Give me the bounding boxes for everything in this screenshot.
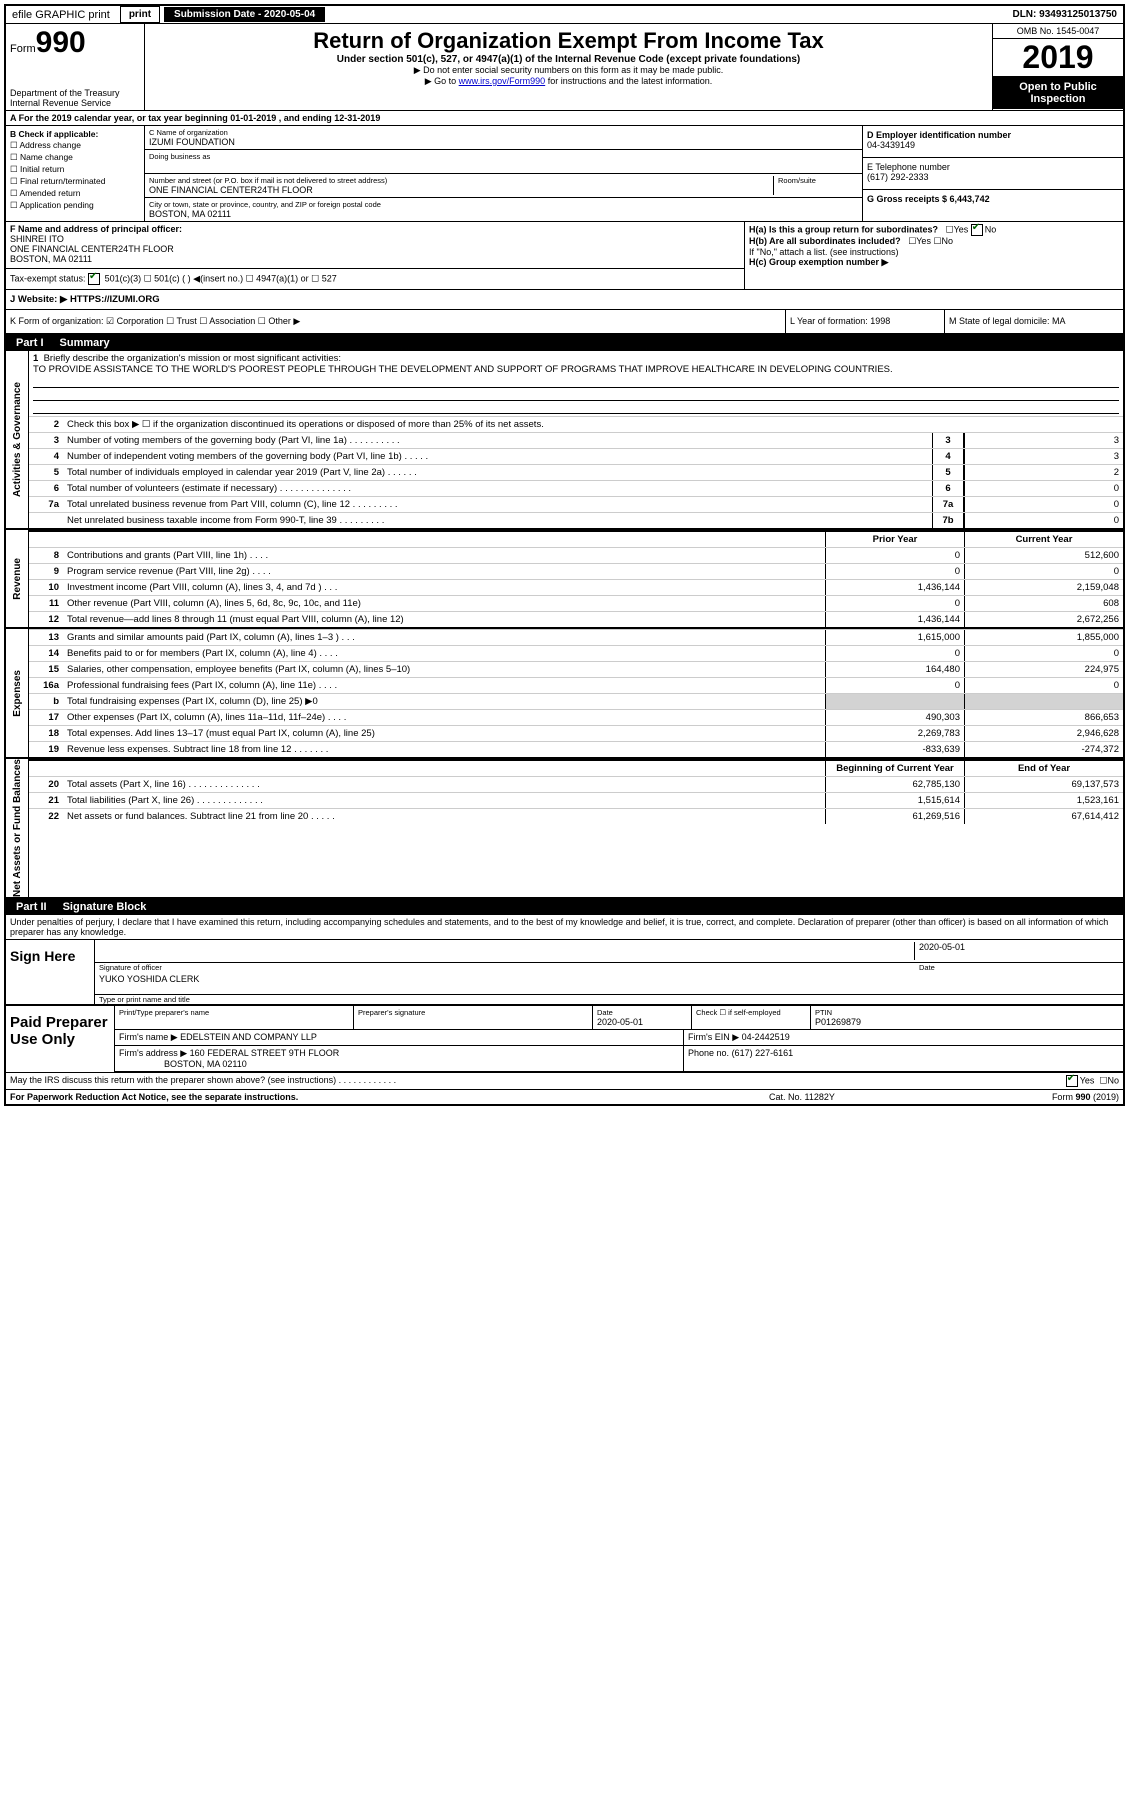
current-year-header: Current Year	[964, 532, 1123, 547]
table-row: 15Salaries, other compensation, employee…	[29, 661, 1123, 677]
org-city: BOSTON, MA 02111	[149, 209, 858, 219]
paid-preparer-label: Paid Preparer Use Only	[6, 1006, 115, 1072]
gross-receipts: G Gross receipts $ 6,443,742	[867, 194, 1119, 204]
table-row: 7aTotal unrelated business revenue from …	[29, 496, 1123, 512]
table-row: bTotal fundraising expenses (Part IX, co…	[29, 693, 1123, 709]
gov-tab: Activities & Governance	[12, 382, 23, 497]
firm-phone: (617) 227-6161	[732, 1048, 794, 1058]
officer-group-block: F Name and address of principal officer:…	[6, 222, 1123, 290]
table-row: 22Net assets or fund balances. Subtract …	[29, 808, 1123, 824]
form-number: Form990	[10, 26, 140, 60]
table-row: 3Number of voting members of the governi…	[29, 432, 1123, 448]
table-row: 21Total liabilities (Part X, line 26) . …	[29, 792, 1123, 808]
table-row: 11Other revenue (Part VIII, column (A), …	[29, 595, 1123, 611]
col-c-org-info: C Name of organization IZUMI FOUNDATION …	[145, 126, 862, 221]
ha-no-checkbox[interactable]	[971, 224, 983, 236]
net-tab: Net Assets or Fund Balances	[12, 759, 23, 897]
officer-name-title: YUKO YOSHIDA CLERK	[99, 974, 1119, 992]
table-row: 5Total number of individuals employed in…	[29, 464, 1123, 480]
dln-label: DLN: 93493125013750	[1012, 9, 1123, 20]
paid-preparer-block: Paid Preparer Use Only Print/Type prepar…	[6, 1004, 1123, 1072]
row-klm: K Form of organization: ☑ Corporation ☐ …	[6, 310, 1123, 335]
org-name: IZUMI FOUNDATION	[149, 137, 858, 147]
declaration-text: Under penalties of perjury, I declare th…	[6, 915, 1123, 939]
form-of-org: K Form of organization: ☑ Corporation ☐ …	[6, 310, 785, 333]
irs-link[interactable]: www.irs.gov/Form990	[459, 76, 546, 86]
firm-ein: 04-2442519	[742, 1032, 790, 1042]
officer-name: SHINREI ITO	[10, 234, 740, 244]
part-2-header: Part II Signature Block	[6, 899, 1123, 915]
ein-value: 04-3439149	[867, 140, 1119, 150]
table-row: Net unrelated business taxable income fr…	[29, 512, 1123, 528]
omb-number: OMB No. 1545-0047	[993, 24, 1123, 39]
telephone: (617) 292-2333	[867, 172, 1119, 182]
org-address: ONE FINANCIAL CENTER24TH FLOOR	[149, 185, 773, 195]
beginning-year-header: Beginning of Current Year	[825, 761, 964, 776]
table-row: 17Other expenses (Part IX, column (A), l…	[29, 709, 1123, 725]
net-assets-section: Net Assets or Fund Balances Beginning of…	[6, 759, 1123, 899]
open-public-badge: Open to Public Inspection	[993, 77, 1123, 109]
table-row: 16aProfessional fundraising fees (Part I…	[29, 677, 1123, 693]
table-row: 18Total expenses. Add lines 13–17 (must …	[29, 725, 1123, 741]
table-row: 9Program service revenue (Part VIII, lin…	[29, 563, 1123, 579]
state-domicile: M State of legal domicile: MA	[944, 310, 1123, 333]
col-d-ein: D Employer identification number 04-3439…	[862, 126, 1123, 221]
sig-date: 2020-05-01	[914, 942, 1119, 960]
submission-date: Submission Date - 2020-05-04	[164, 7, 325, 22]
rev-tab: Revenue	[12, 558, 23, 600]
prior-year-header: Prior Year	[825, 532, 964, 547]
form-page: efile GRAPHIC print print Submission Dat…	[4, 4, 1125, 1106]
website-row: J Website: ▶ HTTPS://IZUMI.ORG	[6, 290, 1123, 310]
year-formation: L Year of formation: 1998	[785, 310, 944, 333]
part-1-header: Part I Summary	[6, 335, 1123, 351]
form-title: Return of Organization Exempt From Incom…	[149, 28, 988, 54]
table-row: 6Total number of volunteers (estimate if…	[29, 480, 1123, 496]
mission-text: TO PROVIDE ASSISTANCE TO THE WORLD'S POO…	[33, 364, 1119, 375]
exp-tab: Expenses	[12, 670, 23, 717]
website-url: HTTPS://IZUMI.ORG	[70, 294, 160, 305]
entity-block: B Check if applicable: ☐ Address change …	[6, 126, 1123, 222]
table-row: 10Investment income (Part VIII, column (…	[29, 579, 1123, 595]
form-subtitle: Under section 501(c), 527, or 4947(a)(1)…	[149, 54, 988, 65]
discuss-irs-row: May the IRS discuss this return with the…	[6, 1072, 1123, 1089]
discuss-yes-checkbox[interactable]	[1066, 1075, 1078, 1087]
top-bar: efile GRAPHIC print print Submission Dat…	[6, 6, 1123, 24]
efile-label: efile GRAPHIC print	[6, 7, 116, 23]
table-row: 12Total revenue—add lines 8 through 11 (…	[29, 611, 1123, 627]
table-row: 4Number of independent voting members of…	[29, 448, 1123, 464]
table-row: 20Total assets (Part X, line 16) . . . .…	[29, 776, 1123, 792]
signature-block: Under penalties of perjury, I declare th…	[6, 915, 1123, 1004]
mission-block: 1 Briefly describe the organization's mi…	[29, 351, 1123, 416]
revenue-section: Revenue Prior Year Current Year 8Contrib…	[6, 530, 1123, 629]
table-row: 8Contributions and grants (Part VIII, li…	[29, 547, 1123, 563]
tax-year: 2019	[993, 39, 1123, 77]
dept-label: Department of the Treasury Internal Reve…	[10, 88, 140, 108]
instructions-link-row: ▶ Go to www.irs.gov/Form990 for instruct…	[149, 76, 988, 87]
row-a-tax-year: A For the 2019 calendar year, or tax yea…	[6, 111, 1123, 126]
firm-name: EDELSTEIN AND COMPANY LLP	[180, 1032, 317, 1042]
page-footer: For Paperwork Reduction Act Notice, see …	[6, 1089, 1123, 1104]
table-row: 19Revenue less expenses. Subtract line 1…	[29, 741, 1123, 757]
governance-section: Activities & Governance 1 Briefly descri…	[6, 351, 1123, 530]
end-year-header: End of Year	[964, 761, 1123, 776]
table-row: 14Benefits paid to or for members (Part …	[29, 645, 1123, 661]
table-row: 13Grants and similar amounts paid (Part …	[29, 629, 1123, 645]
table-row: 2Check this box ▶ ☐ if the organization …	[29, 416, 1123, 432]
501c3-checkbox[interactable]	[88, 273, 100, 285]
expenses-section: Expenses 13Grants and similar amounts pa…	[6, 629, 1123, 759]
sign-here-label: Sign Here	[6, 940, 95, 1004]
col-b-checkboxes: B Check if applicable: ☐ Address change …	[6, 126, 145, 221]
ssn-warning: ▶ Do not enter social security numbers o…	[149, 65, 988, 76]
ptin: P01269879	[815, 1017, 1119, 1027]
form-header: Form990 Department of the Treasury Inter…	[6, 24, 1123, 111]
print-button[interactable]: print	[120, 6, 160, 23]
